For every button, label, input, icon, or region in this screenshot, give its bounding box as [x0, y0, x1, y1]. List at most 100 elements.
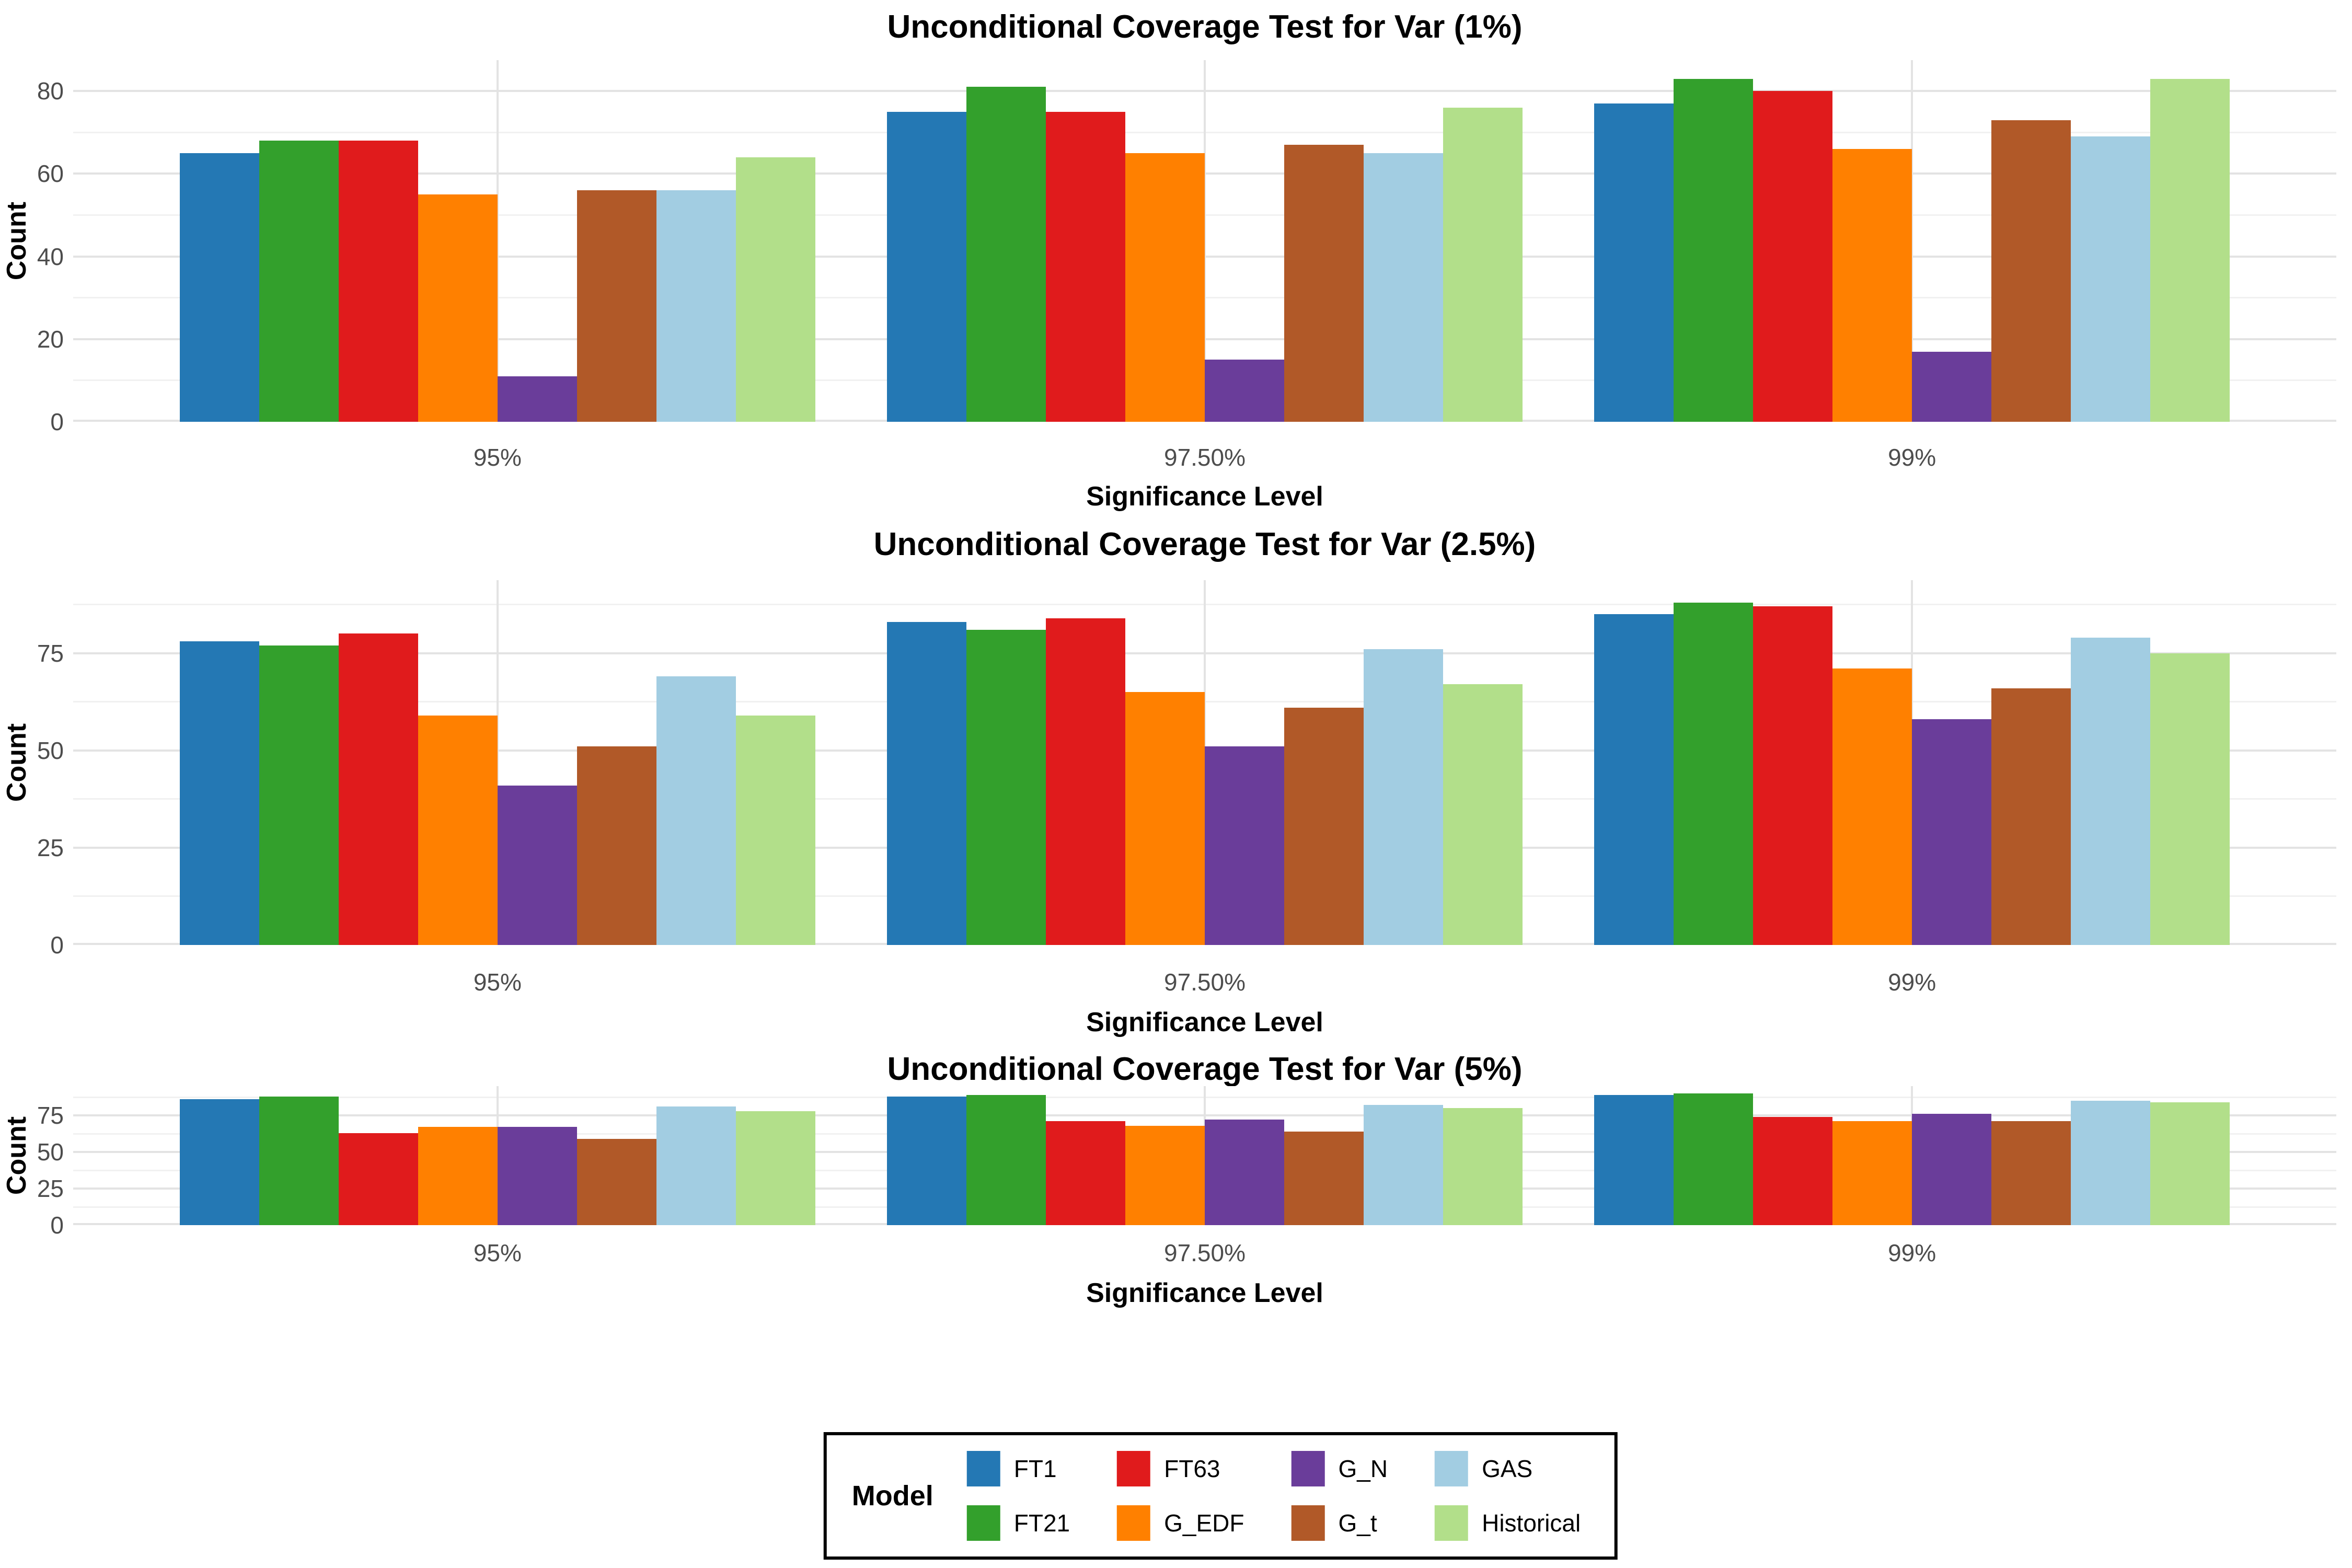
x-axis-ticks: 95% 97.50% 99%	[73, 443, 2336, 475]
bar-G_t-97.50%	[1284, 145, 1364, 422]
y-tick-label: 0	[50, 1212, 64, 1239]
bar-G_N-95%	[497, 1127, 577, 1225]
bar-FT21-99%	[1674, 78, 1754, 422]
bar-FT21-95%	[259, 141, 339, 422]
bar-Historical-99%	[2150, 653, 2230, 945]
bar-FT63-95%	[338, 633, 418, 945]
legend-item-G_N: G_N	[1291, 1451, 1388, 1486]
bar-FT1-95%	[179, 153, 259, 422]
x-tick-label: 95%	[473, 1239, 522, 1266]
bar-G_EDF-99%	[1832, 668, 1912, 945]
bar-G_t-95%	[577, 746, 656, 945]
bar-Historical-97.50%	[1443, 1108, 1523, 1225]
legend-swatch-FT63	[1117, 1451, 1151, 1486]
legend-item-Historical: Historical	[1435, 1505, 1581, 1541]
legend-swatch-G_t	[1291, 1505, 1325, 1541]
bar-FT63-97.50%	[1046, 1121, 1125, 1225]
bar-FT21-99%	[1674, 1093, 1754, 1225]
bar-G_N-95%	[497, 785, 577, 945]
y-tick-label: 50	[37, 1138, 64, 1166]
bar-FT63-99%	[1753, 606, 1833, 945]
y-axis-ticks: 0 25 50 75	[0, 1086, 64, 1239]
chart-title: Unconditional Coverage Test for Var (5%)	[887, 1051, 1523, 1087]
y-tick-label: 0	[50, 931, 64, 959]
legend-item-G_t: G_t	[1291, 1505, 1388, 1541]
legend: Model FT1 FT21 FT63 G_EDF G_N G_t GAS Historica…	[823, 1432, 1618, 1560]
bar-FT21-95%	[259, 645, 339, 945]
bar-FT21-97.50%	[966, 1094, 1046, 1225]
bar-G_EDF-99%	[1832, 1121, 1912, 1225]
bar-Historical-97.50%	[1443, 684, 1523, 945]
chart-title: Unconditional Coverage Test for Var (2.5…	[873, 526, 1536, 562]
bar-FT63-95%	[338, 1133, 418, 1225]
x-tick-label: 95%	[473, 444, 522, 471]
x-axis-ticks: 95% 97.50% 99%	[73, 1239, 2336, 1270]
bar-GAS-99%	[2071, 637, 2151, 945]
plot-panel	[73, 1086, 2336, 1225]
x-tick-label: 97.50%	[1163, 969, 1246, 996]
chart-var-2-5pct: Unconditional Coverage Test for Var (2.5…	[0, 523, 2352, 1045]
bar-GAS-95%	[656, 190, 736, 422]
gridline-vertical	[496, 60, 499, 422]
bar-G_N-95%	[497, 376, 577, 422]
bar-FT21-99%	[1674, 602, 1754, 945]
gridline-vertical	[1204, 60, 1206, 422]
x-axis-ticks: 95% 97.50% 99%	[73, 968, 2336, 999]
bar-GAS-97.50%	[1364, 153, 1443, 422]
bar-G_N-97.50%	[1205, 360, 1284, 422]
x-axis-title: Significance Level	[1086, 1007, 1323, 1037]
x-axis-title: Significance Level	[1086, 1278, 1323, 1308]
y-tick-label: 20	[37, 325, 64, 353]
legend-swatch-GAS	[1435, 1451, 1469, 1486]
bar-FT1-97.50%	[887, 111, 966, 422]
bar-FT21-95%	[259, 1096, 339, 1225]
y-tick-label: 60	[37, 160, 64, 188]
bar-Historical-95%	[735, 157, 815, 422]
legend-item-GAS: GAS	[1435, 1451, 1581, 1486]
bar-FT63-99%	[1753, 1116, 1833, 1225]
bar-Historical-99%	[2150, 1102, 2230, 1225]
x-tick-label: 99%	[1888, 444, 1936, 471]
legend-swatch-Historical	[1435, 1505, 1469, 1541]
bar-G_N-97.50%	[1205, 746, 1284, 945]
bar-G_t-97.50%	[1284, 707, 1364, 945]
legend-swatch-FT21	[966, 1505, 1000, 1541]
bar-G_EDF-97.50%	[1125, 1125, 1205, 1225]
bar-FT63-99%	[1753, 91, 1833, 422]
bar-G_N-99%	[1912, 719, 1992, 945]
gridline-vertical	[496, 580, 499, 945]
bar-FT1-99%	[1594, 103, 1674, 422]
y-tick-label: 80	[37, 77, 64, 105]
x-tick-label: 99%	[1888, 969, 1936, 996]
bar-Historical-95%	[735, 1111, 815, 1225]
x-tick-label: 97.50%	[1163, 444, 1246, 471]
legend-swatch-FT1	[966, 1451, 1000, 1486]
bar-GAS-97.50%	[1364, 649, 1443, 945]
bar-G_t-95%	[577, 190, 656, 422]
bar-G_EDF-97.50%	[1125, 153, 1205, 422]
legend-item-label: G_t	[1338, 1509, 1377, 1537]
legend-item-label: FT21	[1013, 1509, 1070, 1537]
bar-GAS-99%	[2071, 136, 2151, 422]
plot-panel	[73, 580, 2336, 945]
bar-G_t-95%	[577, 1138, 656, 1225]
legend-item-label: Historical	[1482, 1509, 1581, 1537]
bar-Historical-95%	[735, 715, 815, 945]
legend-item-label: FT1	[1013, 1455, 1057, 1482]
chart-var-1pct: Unconditional Coverage Test for Var (1%)…	[0, 0, 2352, 523]
y-tick-label: 40	[37, 243, 64, 270]
bar-FT21-97.50%	[966, 629, 1046, 945]
y-axis-ticks: 0 25 50 75	[0, 580, 64, 959]
bar-G_EDF-95%	[418, 194, 498, 422]
bar-GAS-97.50%	[1364, 1105, 1443, 1225]
y-tick-label: 25	[37, 834, 64, 861]
legend-item-label: FT63	[1164, 1455, 1220, 1482]
bar-Historical-99%	[2150, 78, 2230, 422]
bar-G_EDF-95%	[418, 1127, 498, 1225]
bar-FT1-97.50%	[887, 622, 966, 945]
bar-FT1-95%	[179, 641, 259, 945]
bar-G_N-97.50%	[1205, 1120, 1284, 1225]
bar-G_t-99%	[1991, 120, 2071, 422]
bar-G_EDF-99%	[1832, 149, 1912, 422]
